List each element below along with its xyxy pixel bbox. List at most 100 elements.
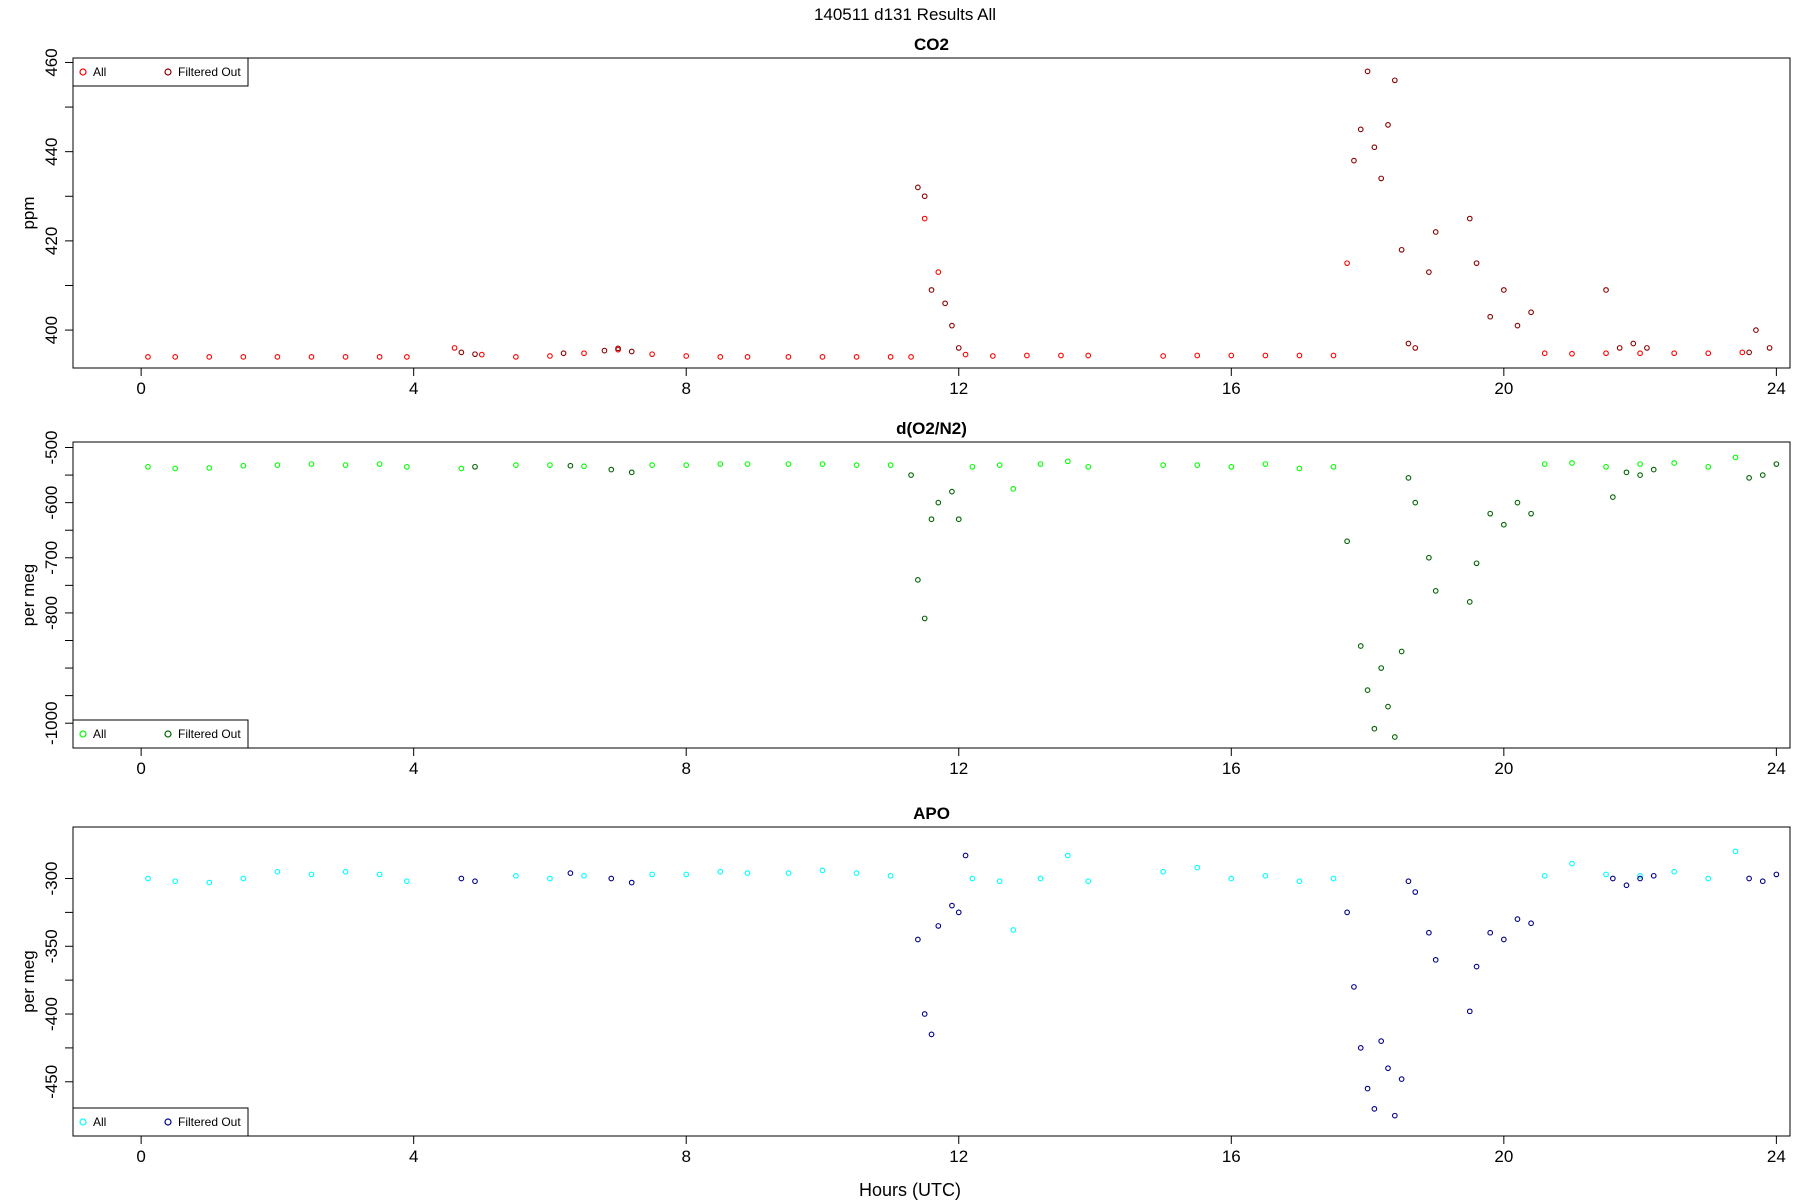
data-point: [1773, 461, 1780, 467]
data-point: [1357, 643, 1364, 649]
series-all: [145, 215, 1746, 360]
y-tick-label: -1000: [42, 701, 61, 744]
data-point: [649, 351, 655, 358]
data-point: [908, 353, 914, 360]
data-point: [1432, 229, 1439, 235]
data-point: [240, 875, 247, 882]
series-filtered-out: [472, 461, 1780, 740]
data-point: [1746, 875, 1752, 882]
data-point: [853, 870, 860, 876]
data-point: [819, 353, 826, 360]
data-point: [547, 462, 553, 469]
y-tick-label: 440: [42, 137, 61, 165]
data-point: [404, 463, 410, 470]
data-point: [615, 345, 621, 352]
data-point: [1357, 126, 1364, 133]
data-point: [1609, 875, 1616, 882]
data-point: [1228, 352, 1235, 359]
data-point: [1609, 494, 1616, 500]
data-point: [1330, 875, 1337, 882]
data-point: [1528, 309, 1534, 316]
data-point: [547, 875, 553, 882]
data-point: [1528, 920, 1534, 927]
data-point: [1644, 345, 1650, 351]
data-point: [478, 351, 485, 358]
x-tick-label: 0: [136, 1147, 145, 1166]
data-point: [1228, 875, 1235, 882]
data-point: [628, 469, 635, 476]
legend-marker: [164, 68, 172, 76]
data-point: [955, 909, 962, 916]
data-point: [915, 936, 921, 943]
data-point: [928, 287, 935, 293]
data-point: [1671, 460, 1678, 466]
data-point: [928, 1031, 935, 1038]
data-point: [172, 465, 179, 472]
data-point: [1705, 350, 1712, 357]
data-point: [1330, 463, 1337, 470]
data-point: [1364, 687, 1371, 693]
data-point: [1616, 345, 1623, 351]
legend-marker: [79, 68, 87, 76]
data-point: [240, 353, 247, 360]
data-point: [1160, 353, 1167, 359]
data-point: [1371, 144, 1378, 151]
data-point: [1228, 463, 1235, 470]
data-point: [1514, 322, 1521, 329]
y-tick-label: -800: [42, 596, 61, 630]
data-point: [1473, 560, 1480, 567]
data-point: [955, 516, 962, 523]
data-point: [513, 872, 519, 879]
data-point: [1391, 77, 1398, 84]
data-point: [1759, 472, 1766, 478]
data-point: [1262, 461, 1269, 467]
data-point: [145, 353, 151, 360]
data-point: [458, 349, 465, 356]
data-point: [887, 353, 894, 360]
x-tick-label: 12: [949, 1147, 968, 1166]
data-point: [744, 461, 751, 467]
x-tick-label: 12: [949, 759, 968, 778]
data-point: [472, 878, 478, 885]
panel-title: APO: [913, 804, 950, 823]
data-point: [1739, 349, 1746, 356]
data-point: [1514, 916, 1521, 923]
x-tick-label: 16: [1222, 1147, 1241, 1166]
data-point: [915, 184, 921, 191]
x-tick-label: 8: [681, 1147, 690, 1166]
figure-xlabel: Hours (UTC): [859, 1180, 961, 1200]
x-tick-label: 20: [1494, 1147, 1513, 1166]
data-point: [1487, 929, 1494, 936]
data-point: [949, 902, 955, 909]
data-point: [1569, 350, 1575, 357]
data-point: [1759, 878, 1766, 885]
data-point: [206, 465, 213, 471]
data-point: [1746, 349, 1752, 356]
data-point: [819, 867, 826, 874]
data-point: [908, 472, 914, 478]
data-point: [1037, 461, 1044, 467]
data-point: [342, 462, 349, 469]
data-point: [717, 461, 724, 467]
y-axis-label: per meg: [19, 950, 38, 1012]
data-point: [567, 462, 574, 469]
data-point: [1637, 461, 1643, 467]
data-point: [853, 353, 860, 360]
data-point: [969, 463, 976, 470]
data-point: [1385, 1065, 1391, 1072]
data-point: [1705, 463, 1712, 470]
data-point: [1637, 872, 1643, 879]
data-point: [458, 875, 465, 882]
data-point: [1412, 889, 1419, 895]
data-point: [1194, 352, 1201, 359]
data-point: [1058, 352, 1064, 359]
co2-panel: CO2 0 4 8 12 16 20 24 400 420 440 460 ppm All Filtered…: [19, 35, 1791, 398]
data-point: [1432, 956, 1439, 963]
data-point: [308, 871, 315, 878]
data-point: [1753, 327, 1759, 333]
data-point: [342, 353, 349, 360]
data-point: [1487, 313, 1494, 320]
data-point: [1378, 1038, 1385, 1044]
data-point: [1500, 521, 1507, 528]
